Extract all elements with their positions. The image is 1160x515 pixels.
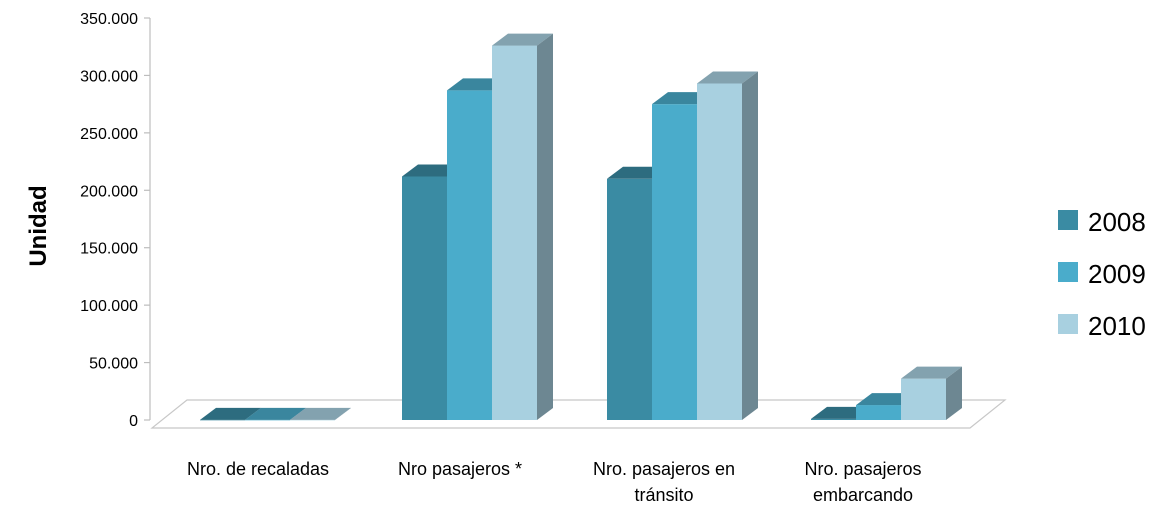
y-tick-label: 150.000 [80, 241, 138, 258]
y-axis-title: Unidad [25, 185, 52, 266]
bar-front [402, 176, 447, 420]
bar-front [492, 45, 537, 421]
legend: 2008 2009 2010 [1058, 207, 1146, 341]
bar-front [811, 418, 856, 420]
bar-top [200, 407, 261, 420]
bar-2010-0 [290, 407, 351, 421]
bar-front [200, 419, 245, 421]
bar-side [335, 407, 351, 420]
chart-floor [150, 399, 1007, 429]
y-axis: 0 50.000 100.000 150.000 200.000 250.000 300.0… [80, 11, 151, 430]
bar-side [946, 366, 962, 420]
bar-front [856, 405, 901, 420]
bar-2010-1 [492, 33, 553, 421]
bar-top [697, 71, 758, 84]
x-axis-labels: Nro. de recaladas Nro pasajeros * Nro. pas… [187, 459, 922, 505]
y-tick-label: 100.000 [80, 298, 138, 315]
bar-front [652, 104, 697, 421]
y-tick-label: 250.000 [80, 126, 138, 143]
x-tick-label: Nro. pasajeros en tránsito [593, 459, 735, 505]
bar-side [742, 71, 758, 421]
legend-item-2010: 2010 [1058, 311, 1146, 341]
legend-label: 2008 [1088, 207, 1146, 237]
legend-swatch [1058, 262, 1078, 282]
bar-front [290, 419, 335, 421]
legend-swatch [1058, 210, 1078, 230]
y-tick-label: 0 [129, 413, 138, 430]
legend-swatch [1058, 314, 1078, 334]
floor-plane [150, 399, 1007, 429]
bar-side [537, 33, 553, 421]
bar-top [901, 366, 962, 379]
bar-front [245, 419, 290, 421]
y-tick-label: 350.000 [80, 11, 138, 28]
legend-label: 2009 [1088, 259, 1146, 289]
y-tick-label: 300.000 [80, 68, 138, 85]
bar-2010-3 [901, 366, 962, 420]
plot-area [200, 33, 962, 421]
legend-item-2009: 2009 [1058, 259, 1146, 289]
bar-front [901, 378, 946, 420]
legend-item-2008: 2008 [1058, 207, 1146, 237]
legend-label: 2010 [1088, 311, 1146, 341]
y-tick-label: 50.000 [89, 356, 138, 373]
bar-2010-2 [697, 71, 758, 421]
bar-front [697, 83, 742, 421]
bar-top [290, 407, 351, 420]
x-tick-label: Nro. de recaladas [187, 459, 329, 479]
x-tick-label: Nro. pasajeros embarcando [804, 459, 921, 505]
bar-front [607, 178, 652, 420]
bar-front [447, 90, 492, 421]
bar-top [492, 33, 553, 46]
x-tick-label: Nro pasajeros * [398, 459, 522, 479]
bar-top [245, 407, 306, 420]
y-tick-label: 200.000 [80, 183, 138, 200]
